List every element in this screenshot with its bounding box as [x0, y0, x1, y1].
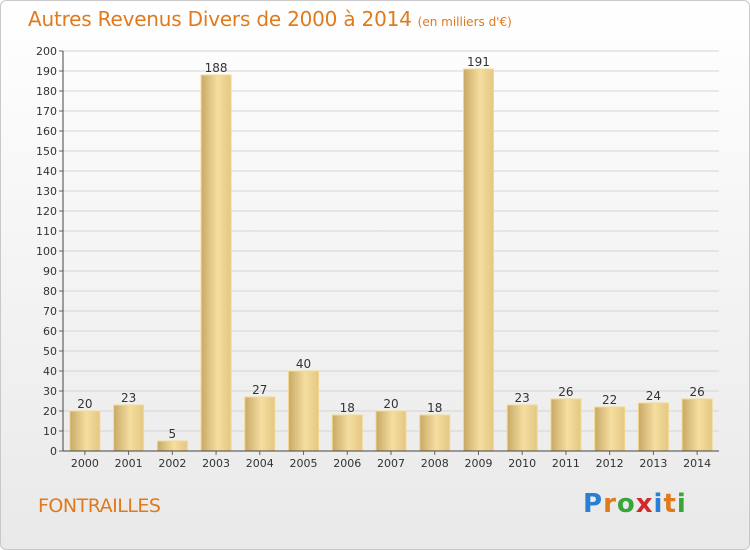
y-tick-label: 150	[36, 145, 57, 158]
x-tick-label: 2011	[552, 457, 580, 470]
x-tick-label: 2001	[115, 457, 143, 470]
bar-2013	[637, 402, 669, 452]
bar-value-label: 27	[252, 383, 267, 397]
x-tick-label: 2010	[508, 457, 536, 470]
x-tick-label: 2014	[683, 457, 711, 470]
bars	[69, 68, 713, 452]
logo-letter: x	[635, 489, 654, 519]
x-tick-label: 2005	[290, 457, 318, 470]
y-tick-label: 10	[43, 425, 57, 438]
y-tick-label: 60	[43, 325, 57, 338]
logo-letter: o	[616, 489, 636, 519]
bar-2008	[419, 414, 451, 452]
bar-2002	[156, 440, 188, 452]
y-tick-label: 190	[36, 65, 57, 78]
y-tick-label: 120	[36, 205, 57, 218]
x-tick-label: 2000	[71, 457, 99, 470]
bar-value-label: 40	[296, 357, 311, 371]
logo-letter: i	[653, 489, 664, 519]
bar-2010	[506, 404, 538, 452]
bar-2011	[550, 398, 582, 452]
chart-subtitle: (en milliers d'€)	[417, 15, 512, 29]
logo-letter: t	[663, 489, 677, 519]
bar-value-label: 23	[515, 391, 530, 405]
y-tick-label: 110	[36, 225, 57, 238]
bar-value-label: 26	[689, 385, 704, 399]
bar-value-labels: 20 23 5 188 27 40 18 20 18 191 23 26 22 24 26	[77, 55, 705, 441]
bar-2003	[200, 74, 232, 452]
commune-name: FONTRAILLES	[38, 495, 161, 517]
x-tick-label: 2013	[639, 457, 667, 470]
logo-letter: i	[676, 489, 687, 519]
logo-letter: P	[583, 489, 604, 519]
bar-value-label: 23	[121, 391, 136, 405]
chart-title: Autres Revenus Divers de 2000 à 2014	[28, 7, 412, 31]
y-tick-label: 40	[43, 365, 57, 378]
bar-value-label: 18	[340, 401, 355, 415]
bar-value-label: 20	[383, 397, 398, 411]
y-tick-label: 90	[43, 265, 57, 278]
proxiti-logo: Proxiti	[583, 489, 687, 519]
bar-value-label: 5	[169, 427, 177, 441]
y-axis-tick-labels: 0 10 20 30 40 50 60 70 80 90 100 110 120 130 140 150 160…	[36, 45, 57, 458]
y-tick-label: 70	[43, 305, 57, 318]
y-tick-label: 160	[36, 125, 57, 138]
y-tick-label: 140	[36, 165, 57, 178]
x-tick-label: 2003	[202, 457, 230, 470]
bar-2005	[288, 370, 320, 452]
y-tick-label: 100	[36, 245, 57, 258]
bar-2000	[69, 410, 101, 452]
bar-2004	[244, 396, 276, 452]
bar-2009	[462, 68, 494, 452]
bar-value-label: 26	[558, 385, 573, 399]
bar-2014	[681, 398, 713, 452]
y-tick-label: 30	[43, 385, 57, 398]
y-tick-label: 80	[43, 285, 57, 298]
y-tick-label: 50	[43, 345, 57, 358]
bar-2001	[113, 404, 145, 452]
x-axis-tick-labels: 2000 2001 2002 2003 2004 2005 2006 2007 2008 2009…	[71, 451, 711, 470]
x-tick-label: 2004	[246, 457, 274, 470]
y-tick-label: 180	[36, 85, 57, 98]
x-tick-label: 2008	[421, 457, 449, 470]
bar-2006	[331, 414, 363, 452]
x-tick-label: 2002	[158, 457, 186, 470]
axes	[62, 51, 719, 452]
chart-title-block: Autres Revenus Divers de 2000 à 2014 (en …	[28, 7, 512, 31]
bar-2012	[594, 406, 626, 452]
logo-letter: r	[603, 489, 617, 519]
y-tick-label: 170	[36, 105, 57, 118]
bar-value-label: 22	[602, 393, 617, 407]
y-tick-label: 0	[50, 445, 57, 458]
bar-value-label: 20	[77, 397, 92, 411]
x-tick-label: 2012	[596, 457, 624, 470]
bar-2007	[375, 410, 407, 452]
x-tick-label: 2009	[464, 457, 492, 470]
bar-value-label: 191	[467, 55, 490, 69]
bar-value-label: 188	[205, 61, 228, 75]
y-tick-label: 20	[43, 405, 57, 418]
bar-value-label: 18	[427, 401, 442, 415]
grid-lines	[59, 50, 719, 452]
y-tick-label: 200	[36, 45, 57, 58]
bar-value-label: 24	[646, 389, 661, 403]
x-tick-label: 2006	[333, 457, 361, 470]
x-tick-label: 2007	[377, 457, 405, 470]
y-tick-label: 130	[36, 185, 57, 198]
